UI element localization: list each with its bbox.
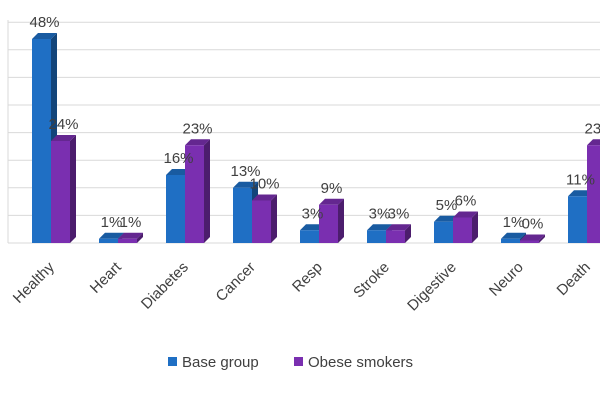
bar-obese-smokers-stroke	[386, 224, 411, 243]
x-tick-label-death: Death	[554, 259, 594, 299]
legend: Base group Obese smokers	[168, 354, 413, 371]
bar-obese-smokers-neuro	[520, 234, 545, 243]
x-tick-label-neuro: Neuro	[486, 259, 527, 300]
bar-obese-smokers-resp	[319, 198, 344, 243]
data-label: 23%	[584, 120, 600, 137]
legend-swatch	[168, 357, 177, 366]
x-tick-label-healthy: Healthy	[10, 258, 58, 306]
x-tick-label-stroke: Stroke	[350, 259, 393, 302]
data-label: 3%	[302, 205, 324, 222]
data-label: 1%	[503, 214, 525, 231]
data-label: 1%	[120, 214, 142, 231]
bar-obese-smokers-heart	[118, 232, 143, 243]
data-label: 0%	[522, 216, 544, 233]
data-label: 13%	[230, 163, 260, 180]
legend-item-base-group: Base group	[168, 354, 259, 371]
x-tick-label-cancer: Cancer	[213, 259, 259, 305]
bar-obese-smokers-digestive	[453, 211, 478, 243]
data-label: 5%	[436, 197, 458, 214]
gridlines	[7, 20, 600, 244]
data-label: 10%	[249, 176, 279, 193]
data-label: 11%	[566, 171, 595, 188]
bar-obese-smokers-diabetes	[185, 139, 210, 243]
legend-item-obese-smokers: Obese smokers	[294, 354, 413, 371]
data-label: 3%	[388, 205, 410, 222]
x-tick-label-digestive: Digestive	[404, 259, 460, 315]
data-label: 1%	[101, 214, 123, 231]
data-label: 23%	[182, 120, 212, 137]
data-label: 6%	[455, 193, 477, 210]
data-label: 3%	[369, 205, 391, 222]
legend-label: Base group	[182, 354, 259, 371]
data-label: 9%	[321, 180, 343, 197]
data-label: 48%	[29, 14, 59, 31]
bar-obese-smokers-cancer	[252, 194, 277, 243]
bar-obese-smokers-death	[587, 139, 600, 243]
legend-swatch	[294, 357, 303, 366]
data-labels: 48%24%1%1%16%23%13%10%3%9%3%3% 5%6%1%0%11…	[29, 14, 600, 233]
x-tick-label-resp: Resp	[289, 259, 326, 296]
bar-obese-smokers-healthy	[51, 135, 76, 243]
bars	[32, 33, 600, 243]
data-label: 16%	[163, 150, 193, 167]
data-label: 24%	[48, 116, 78, 133]
x-axis-ticks: Healthy Heart Diabetes Cancer Resp Stroke Dige…	[10, 258, 594, 314]
x-tick-label-heart: Heart	[87, 258, 126, 297]
x-tick-label-diabetes: Diabetes	[138, 259, 192, 313]
legend-label: Obese smokers	[308, 354, 413, 371]
